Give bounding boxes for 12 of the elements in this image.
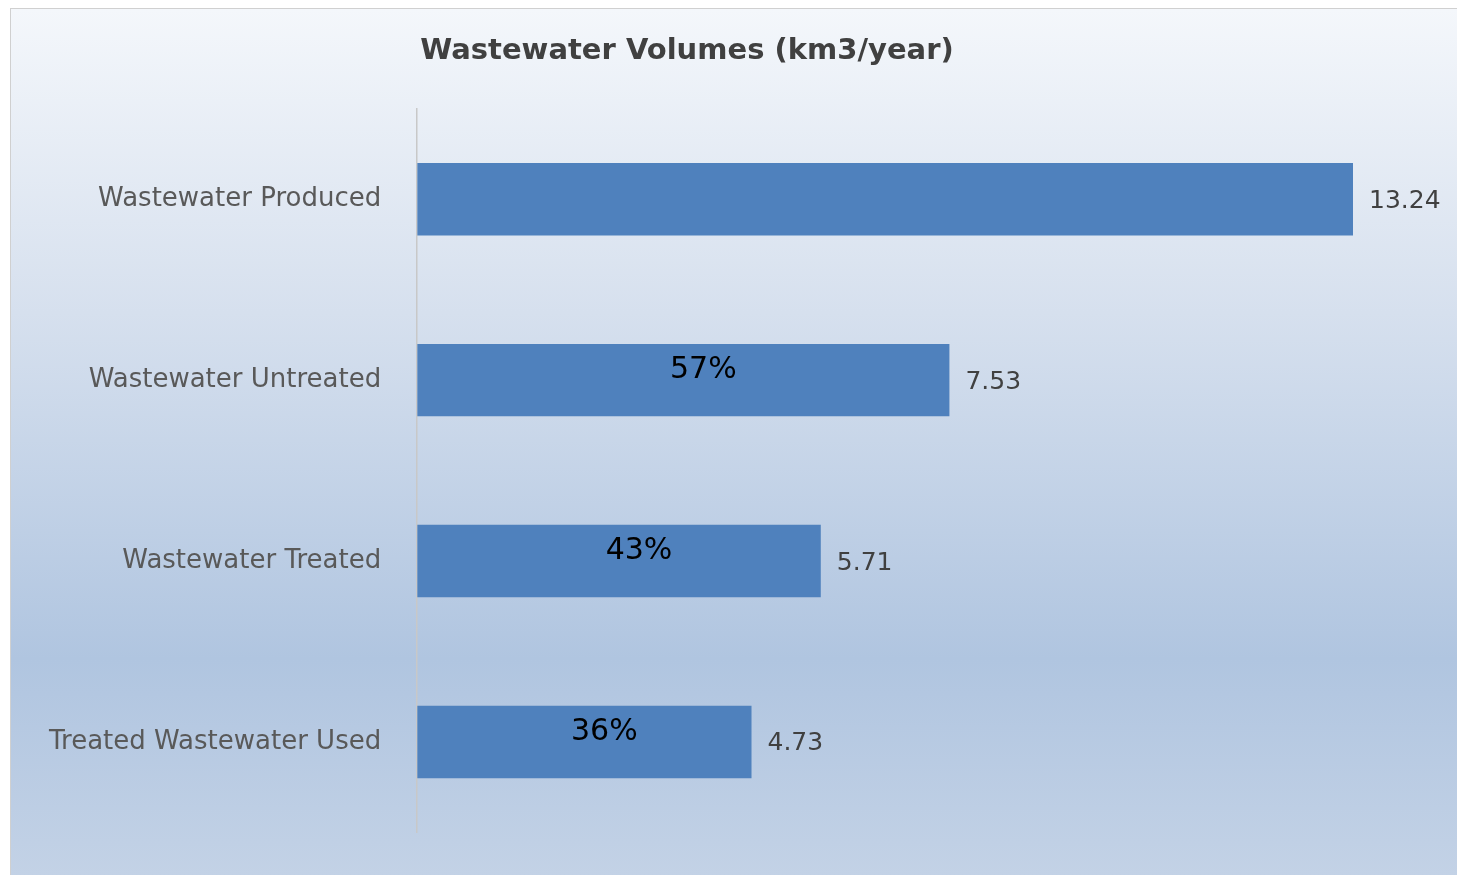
annotation: 36%: [571, 711, 638, 747]
chart-title: Wastewater Volumes (km3/year): [420, 31, 954, 66]
y-tick-label: Wastewater Treated: [122, 543, 382, 574]
data-label: 4.73: [767, 727, 824, 757]
data-label: 5.71: [836, 546, 893, 576]
y-tick-label: Treated Wastewater Used: [48, 724, 382, 755]
data-label: 7.53: [965, 365, 1022, 395]
y-tick-label: Wastewater Produced: [98, 182, 382, 212]
annotation: 57%: [669, 349, 737, 385]
data-label: 13.24: [1369, 184, 1441, 214]
y-tick-label: Wastewater Untreated: [88, 362, 382, 393]
annotation: 43%: [605, 530, 673, 566]
